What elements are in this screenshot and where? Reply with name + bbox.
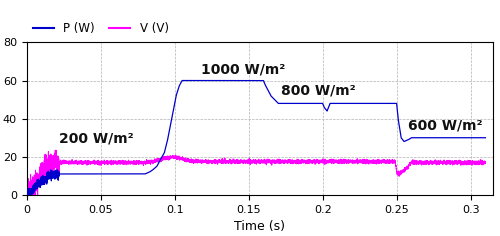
Legend: P (W), V (V): P (W), V (V) bbox=[32, 22, 168, 35]
Text: 600 W/m²: 600 W/m² bbox=[408, 118, 483, 132]
X-axis label: Time (s): Time (s) bbox=[234, 220, 285, 233]
Text: 200 W/m²: 200 W/m² bbox=[59, 131, 134, 145]
Text: 800 W/m²: 800 W/m² bbox=[281, 84, 356, 98]
Text: 1000 W/m²: 1000 W/m² bbox=[202, 63, 285, 77]
